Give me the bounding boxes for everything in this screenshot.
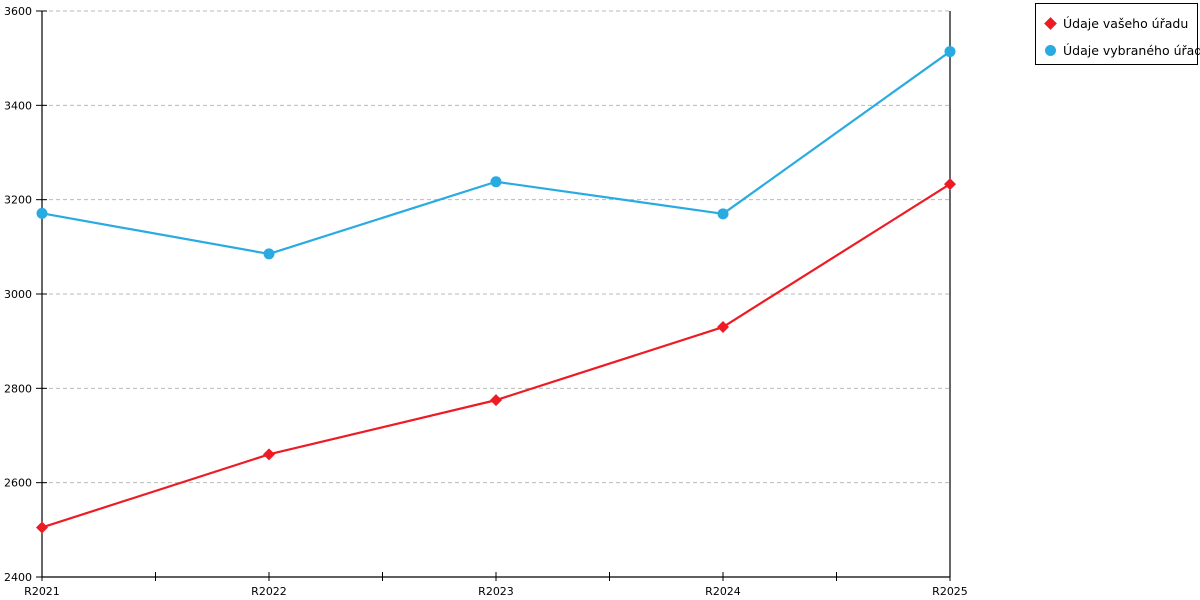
data-point-marker [717,208,729,220]
x-tick-label: R2022 [251,585,287,598]
data-point-marker [263,448,275,461]
series-line-1 [40,50,952,256]
legend-item-your-office: Údaje vašeho úřadu [1044,10,1193,37]
data-point-marker [944,46,956,58]
data-point-marker [36,521,48,534]
y-tick-label: 2600 [4,477,32,490]
y-tick-label: 3200 [4,194,32,207]
x-tick-label: R2025 [932,585,968,598]
y-tick-label: 3400 [4,99,32,112]
legend-circle-icon [1045,45,1056,56]
legend-label-selected-office: Údaje vybraného úřadu [1063,43,1200,58]
y-tick-label: 3000 [4,288,32,301]
legend-diamond-icon [1044,17,1057,30]
data-point-marker [944,178,956,191]
y-tick-label: 3600 [4,5,32,18]
data-point-marker [36,207,48,219]
data-point-marker [263,248,275,260]
x-tick-label: R2021 [24,585,60,598]
legend: Údaje vašeho úřadu Údaje vybraného úřadu [1035,3,1200,65]
y-tick-label: 2400 [4,571,32,584]
data-point-marker [490,176,502,188]
data-point-marker [490,394,502,407]
y-tick-label: 2800 [4,382,32,395]
legend-label-your-office: Údaje vašeho úřadu [1063,16,1189,31]
data-point-marker [717,321,729,334]
series-line-0 [40,183,952,529]
x-tick-label: R2023 [478,585,514,598]
legend-item-selected-office: Údaje vybraného úřadu [1045,37,1200,64]
x-tick-label: R2024 [705,585,741,598]
